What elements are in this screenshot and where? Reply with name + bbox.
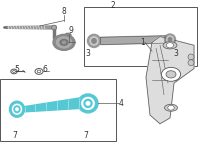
Ellipse shape [92, 39, 96, 43]
Ellipse shape [163, 42, 177, 49]
Ellipse shape [10, 101, 24, 117]
Text: 4: 4 [119, 99, 123, 108]
Text: 3: 3 [86, 50, 90, 59]
Circle shape [166, 71, 176, 78]
Ellipse shape [16, 108, 18, 111]
FancyBboxPatch shape [84, 7, 197, 66]
Ellipse shape [12, 104, 22, 114]
Ellipse shape [84, 99, 92, 107]
Polygon shape [146, 37, 194, 124]
Ellipse shape [167, 36, 173, 43]
Ellipse shape [53, 26, 55, 29]
Ellipse shape [52, 25, 56, 30]
Circle shape [161, 67, 181, 81]
Text: 7: 7 [84, 131, 88, 140]
Ellipse shape [86, 102, 90, 105]
Ellipse shape [164, 104, 178, 111]
Polygon shape [4, 26, 56, 29]
Text: 2: 2 [111, 1, 115, 10]
Circle shape [60, 39, 68, 45]
Text: 7: 7 [13, 131, 17, 140]
Ellipse shape [90, 37, 98, 45]
Circle shape [168, 105, 174, 110]
FancyBboxPatch shape [0, 79, 116, 141]
Text: 8: 8 [62, 7, 66, 16]
Circle shape [166, 43, 174, 48]
Text: 9: 9 [69, 26, 73, 35]
Ellipse shape [188, 54, 194, 60]
Ellipse shape [65, 33, 71, 37]
Text: 1: 1 [141, 38, 145, 47]
Text: 5: 5 [15, 65, 19, 75]
Circle shape [53, 34, 75, 50]
Ellipse shape [78, 94, 98, 113]
Ellipse shape [14, 106, 20, 112]
Ellipse shape [164, 34, 176, 45]
Ellipse shape [88, 34, 101, 47]
Text: 3: 3 [174, 50, 178, 59]
Circle shape [62, 41, 66, 44]
Ellipse shape [188, 60, 194, 66]
Ellipse shape [168, 38, 172, 41]
Ellipse shape [82, 97, 94, 109]
Polygon shape [101, 36, 166, 45]
Circle shape [56, 37, 72, 48]
Polygon shape [25, 98, 80, 112]
Text: 6: 6 [43, 65, 47, 75]
